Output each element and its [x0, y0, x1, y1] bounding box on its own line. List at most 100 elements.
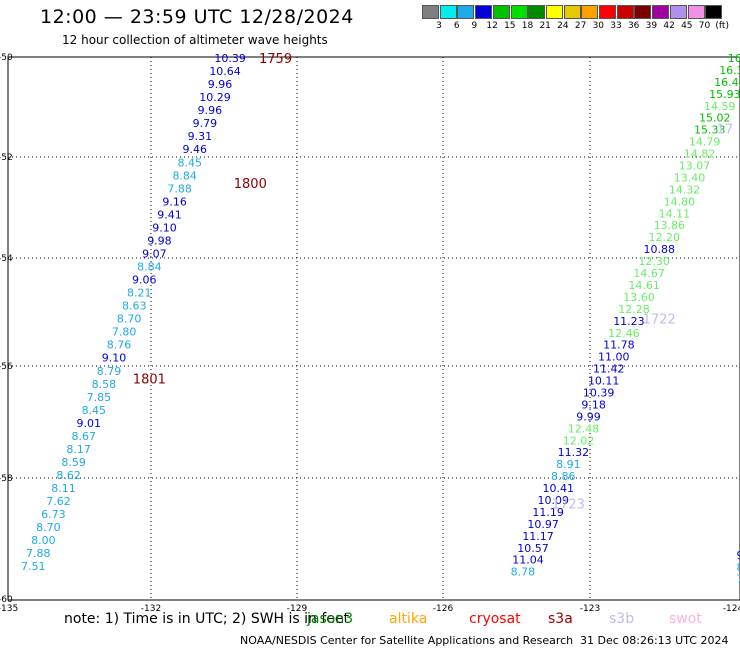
data-label: 9.96 — [198, 104, 223, 117]
data-label: 8.62 — [56, 469, 81, 482]
legend-label: 21 — [539, 21, 551, 31]
legend-swatch — [669, 5, 687, 19]
legend-swatch — [422, 5, 439, 19]
data-label: 14.80 — [664, 195, 696, 208]
data-label: 8.84 — [172, 169, 197, 182]
data-label: 8.91 — [556, 458, 581, 471]
legend-swatch — [581, 5, 599, 19]
data-label: 11.04 — [512, 554, 544, 567]
y-tick-label: -52 — [0, 153, 13, 163]
legend-label: 30 — [592, 21, 605, 31]
legend-swatch — [510, 5, 528, 19]
data-label: 12.02 — [563, 434, 595, 447]
data-label: 8.84 — [137, 261, 162, 274]
data-label: 6.73 — [41, 508, 66, 521]
data-labels: 10.3910.649.9610.299.969.799.319.468.458… — [21, 52, 740, 586]
y-tick-label: -54 — [0, 254, 13, 264]
grid-lines — [8, 57, 740, 600]
data-label: 9.18 — [581, 398, 606, 411]
chart-subtitle: 12 hour collection of altimeter wave hei… — [62, 33, 328, 47]
data-label: 11.19 — [532, 506, 564, 519]
data-label: 14.32 — [669, 183, 701, 196]
data-label: 7 — [737, 573, 740, 586]
legend-swatch — [705, 5, 723, 19]
data-label: 8 — [737, 561, 740, 574]
data-label: 13.60 — [623, 291, 655, 304]
data-label: 10.88 — [643, 243, 675, 256]
legend-swatch — [616, 5, 634, 19]
time-label: 17 — [717, 123, 734, 138]
legend-label: 12 — [486, 21, 498, 31]
data-label: 13.86 — [654, 219, 686, 232]
data-label: 9.10 — [152, 221, 177, 234]
data-label: 7.62 — [46, 495, 71, 508]
legend-swatch — [457, 5, 475, 19]
data-label: 7.80 — [112, 326, 137, 339]
legend-label: 9 — [471, 21, 478, 31]
data-label: 11.23 — [613, 315, 645, 328]
data-label: 15.02 — [699, 112, 731, 125]
legend-label: 3 — [436, 21, 442, 31]
legend-swatch — [634, 5, 652, 19]
mission-cryosat: cryosat — [469, 611, 521, 627]
data-label: 9.46 — [183, 143, 208, 156]
data-label: 8.78 — [511, 566, 536, 579]
data-label: 7.51 — [21, 560, 46, 573]
data-label: 10.29 — [199, 91, 231, 104]
data-label: 13.07 — [679, 160, 711, 173]
data-label: 8.58 — [92, 378, 117, 391]
data-label: 16.34 — [719, 64, 740, 77]
data-label: 14.11 — [659, 207, 691, 220]
data-label: 8.70 — [36, 521, 61, 534]
axes: -135 -132 -129 -126 -123 -124 -50 -52 -54 -56 -58 -… — [0, 53, 740, 614]
data-label: 9.07 — [142, 247, 167, 260]
data-label: 14.79 — [689, 136, 721, 149]
data-label: 7.88 — [26, 547, 51, 560]
legend-label: 6 — [453, 21, 460, 31]
legend-label: 24 — [557, 21, 569, 31]
legend-label: 70 — [698, 21, 711, 31]
legend-label: 15 — [504, 21, 516, 31]
legend-label: 33 — [610, 21, 622, 31]
chart-title: 12:00 — 23:59 UTC 12/28/2024 — [40, 6, 354, 28]
data-label: 10.64 — [209, 65, 241, 78]
x-tick-label: -124 — [723, 604, 740, 614]
data-label: 11.32 — [558, 446, 590, 459]
data-label: 9.01 — [77, 417, 102, 430]
y-tick-label: -56 — [0, 362, 13, 372]
data-label: 7.85 — [87, 391, 112, 404]
data-label: 14.61 — [628, 279, 660, 292]
plot-frame — [7, 56, 740, 601]
data-label: 8.70 — [117, 313, 142, 326]
mission-altika: altika — [389, 611, 428, 627]
legend-swatch — [439, 5, 457, 19]
data-label: 8.17 — [66, 443, 91, 456]
mission-s3a: s3a — [548, 611, 573, 627]
data-label: 11.42 — [593, 363, 625, 376]
legend-swatch — [475, 5, 493, 19]
data-label: 11.78 — [603, 339, 635, 352]
data-label: 10.57 — [517, 542, 549, 555]
data-label: 11.00 — [598, 351, 630, 364]
data-label: 9.10 — [102, 352, 127, 365]
data-label: 9 — [737, 549, 740, 562]
data-label: 12.46 — [608, 327, 640, 340]
legend-label: 45 — [681, 21, 693, 31]
legend-label: 36 — [627, 21, 640, 31]
y-tick-label: -58 — [0, 474, 13, 484]
data-label: 8.67 — [71, 430, 96, 443]
data-label: 8.00 — [31, 534, 56, 547]
mission-jason3: jason3 — [307, 611, 354, 627]
data-label: 9.31 — [188, 130, 213, 143]
time-label: 1722 — [643, 313, 676, 328]
data-label: 14.82 — [684, 148, 716, 161]
data-label: 11.17 — [522, 530, 554, 543]
x-tick-label: -129 — [287, 604, 308, 614]
time-label: 1801 — [133, 372, 166, 387]
x-tick-label: -135 — [0, 604, 18, 614]
legend-label: 39 — [645, 21, 658, 31]
data-label: 10.09 — [537, 494, 569, 507]
data-label: 8.63 — [122, 300, 147, 313]
legend-label: 27 — [574, 21, 587, 31]
